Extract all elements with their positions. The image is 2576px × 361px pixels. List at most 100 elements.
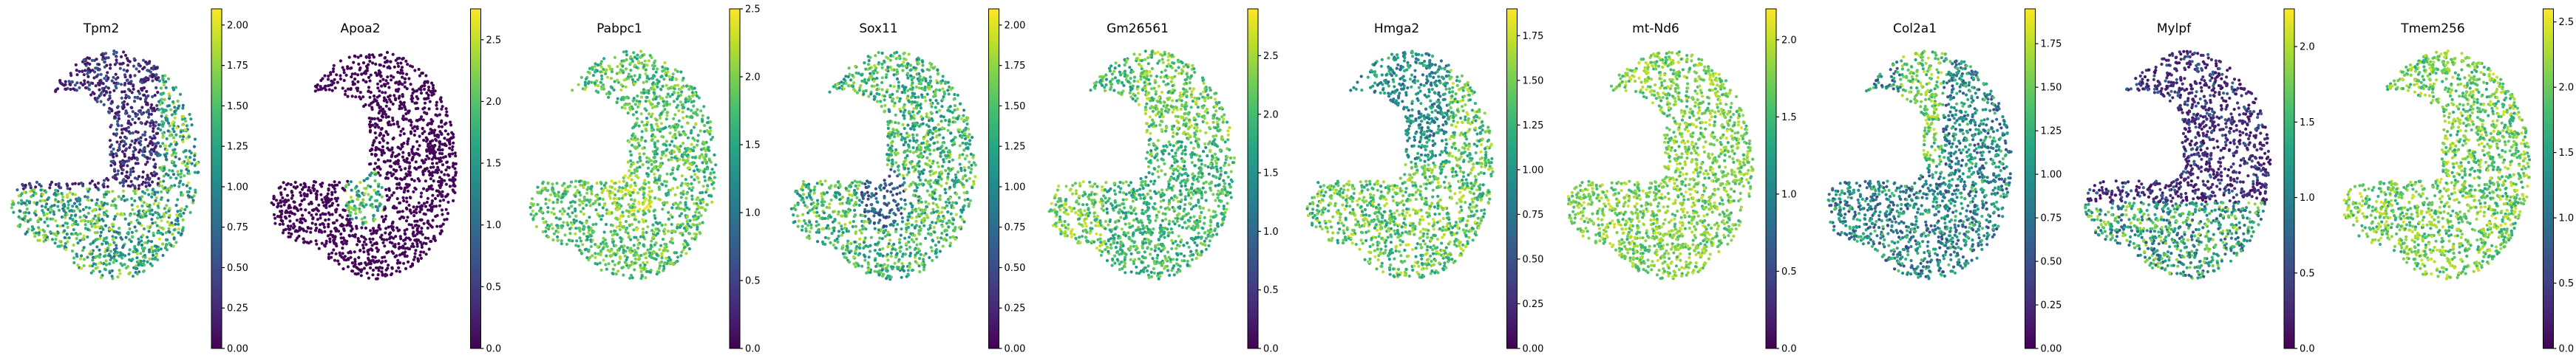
scatter-point xyxy=(359,274,363,278)
scatter-point xyxy=(34,213,38,217)
scatter-point xyxy=(686,107,690,111)
scatter-point xyxy=(395,161,399,165)
scatter-point xyxy=(139,97,143,100)
scatter-point xyxy=(648,198,651,202)
scatter-point xyxy=(197,171,200,174)
scatter-point xyxy=(190,123,194,127)
scatter-point xyxy=(24,183,27,188)
scatter-point xyxy=(117,195,120,199)
scatter-point xyxy=(420,245,424,249)
scatter-point xyxy=(68,190,72,194)
scatter-point xyxy=(367,86,371,89)
scatter-point xyxy=(156,182,160,185)
scatter-point xyxy=(623,106,627,110)
scatter-point xyxy=(178,92,183,96)
scatter-point xyxy=(682,131,686,135)
scatter-point xyxy=(341,208,345,212)
scatter-point xyxy=(710,200,714,204)
colorbar-tick-label: 0.0 xyxy=(745,344,761,355)
scatter-point xyxy=(146,241,149,244)
scatter-point xyxy=(279,185,282,189)
scatter-point xyxy=(124,137,129,140)
scatter-point xyxy=(427,185,431,188)
scatter-point xyxy=(587,226,591,230)
scatter-point xyxy=(152,233,155,238)
scatter-point xyxy=(602,258,605,262)
scatter-point xyxy=(655,148,659,151)
scatter-point xyxy=(629,69,633,72)
scatter-point xyxy=(414,160,418,164)
scatter-point xyxy=(143,241,146,244)
scatter-point xyxy=(149,240,154,244)
scatter-point xyxy=(648,270,653,274)
scatter-point xyxy=(63,229,67,233)
scatter-point xyxy=(140,89,144,92)
scatter-point xyxy=(364,187,368,190)
scatter-point xyxy=(371,53,375,57)
scatter-point xyxy=(438,204,442,207)
scatter-point xyxy=(931,207,935,211)
scatter-point xyxy=(595,79,599,83)
scatter-point xyxy=(302,241,306,244)
scatter-point xyxy=(357,255,361,259)
scatter-point xyxy=(435,100,439,104)
scatter-point xyxy=(399,82,403,86)
scatter-point xyxy=(649,159,653,162)
scatter-point xyxy=(646,174,650,178)
scatter-point xyxy=(675,206,679,210)
scatter-point xyxy=(412,133,416,137)
scatter-point xyxy=(340,255,344,259)
scatter-point xyxy=(431,188,435,191)
scatter-point xyxy=(367,63,370,66)
scatter-point xyxy=(632,253,636,257)
scatter-point xyxy=(33,188,36,191)
scatter-point xyxy=(369,73,373,77)
scatter-point xyxy=(636,176,640,179)
scatter-point xyxy=(323,74,327,78)
scatter-point xyxy=(428,100,432,103)
scatter-point xyxy=(24,210,28,214)
scatter-point xyxy=(378,173,382,177)
scatter-point xyxy=(130,140,134,143)
scatter-point xyxy=(177,213,182,217)
scatter-point xyxy=(103,61,106,64)
scatter-point xyxy=(602,57,606,61)
scatter-point xyxy=(534,212,538,216)
scatter-point xyxy=(604,263,608,267)
scatter-point xyxy=(121,213,125,216)
scatter-point xyxy=(636,247,640,250)
scatter-point xyxy=(429,131,432,135)
scatter-point xyxy=(44,190,48,194)
scatter-point xyxy=(143,97,147,101)
scatter-point xyxy=(304,219,307,223)
scatter-point xyxy=(666,92,670,96)
scatter-point xyxy=(281,219,285,223)
scatter-point xyxy=(672,100,676,103)
scatter-point xyxy=(692,104,696,108)
scatter-point xyxy=(583,199,587,202)
scatter-point xyxy=(117,117,121,120)
scatter-point xyxy=(406,63,409,66)
scatter-point xyxy=(151,94,154,99)
scatter-point xyxy=(323,230,327,233)
scatter-point xyxy=(58,224,62,228)
scatter-point xyxy=(16,188,19,192)
scatter-point xyxy=(349,180,353,184)
scatter-point xyxy=(140,175,145,179)
scatter-point xyxy=(106,86,110,90)
scatter-point xyxy=(124,127,128,131)
scatter-point xyxy=(369,240,373,244)
scatter-point xyxy=(176,106,180,110)
scatter-point xyxy=(299,190,302,194)
scatter-point xyxy=(639,253,643,258)
scatter-point xyxy=(328,237,332,241)
scatter-point xyxy=(299,193,303,197)
scatter-point xyxy=(356,243,359,247)
scatter-point xyxy=(137,184,141,188)
scatter-point xyxy=(446,173,451,177)
scatter-point xyxy=(106,76,110,80)
scatter-point xyxy=(633,199,636,203)
scatter-point xyxy=(339,77,342,81)
scatter-point xyxy=(667,255,671,259)
scatter-point xyxy=(415,219,419,223)
